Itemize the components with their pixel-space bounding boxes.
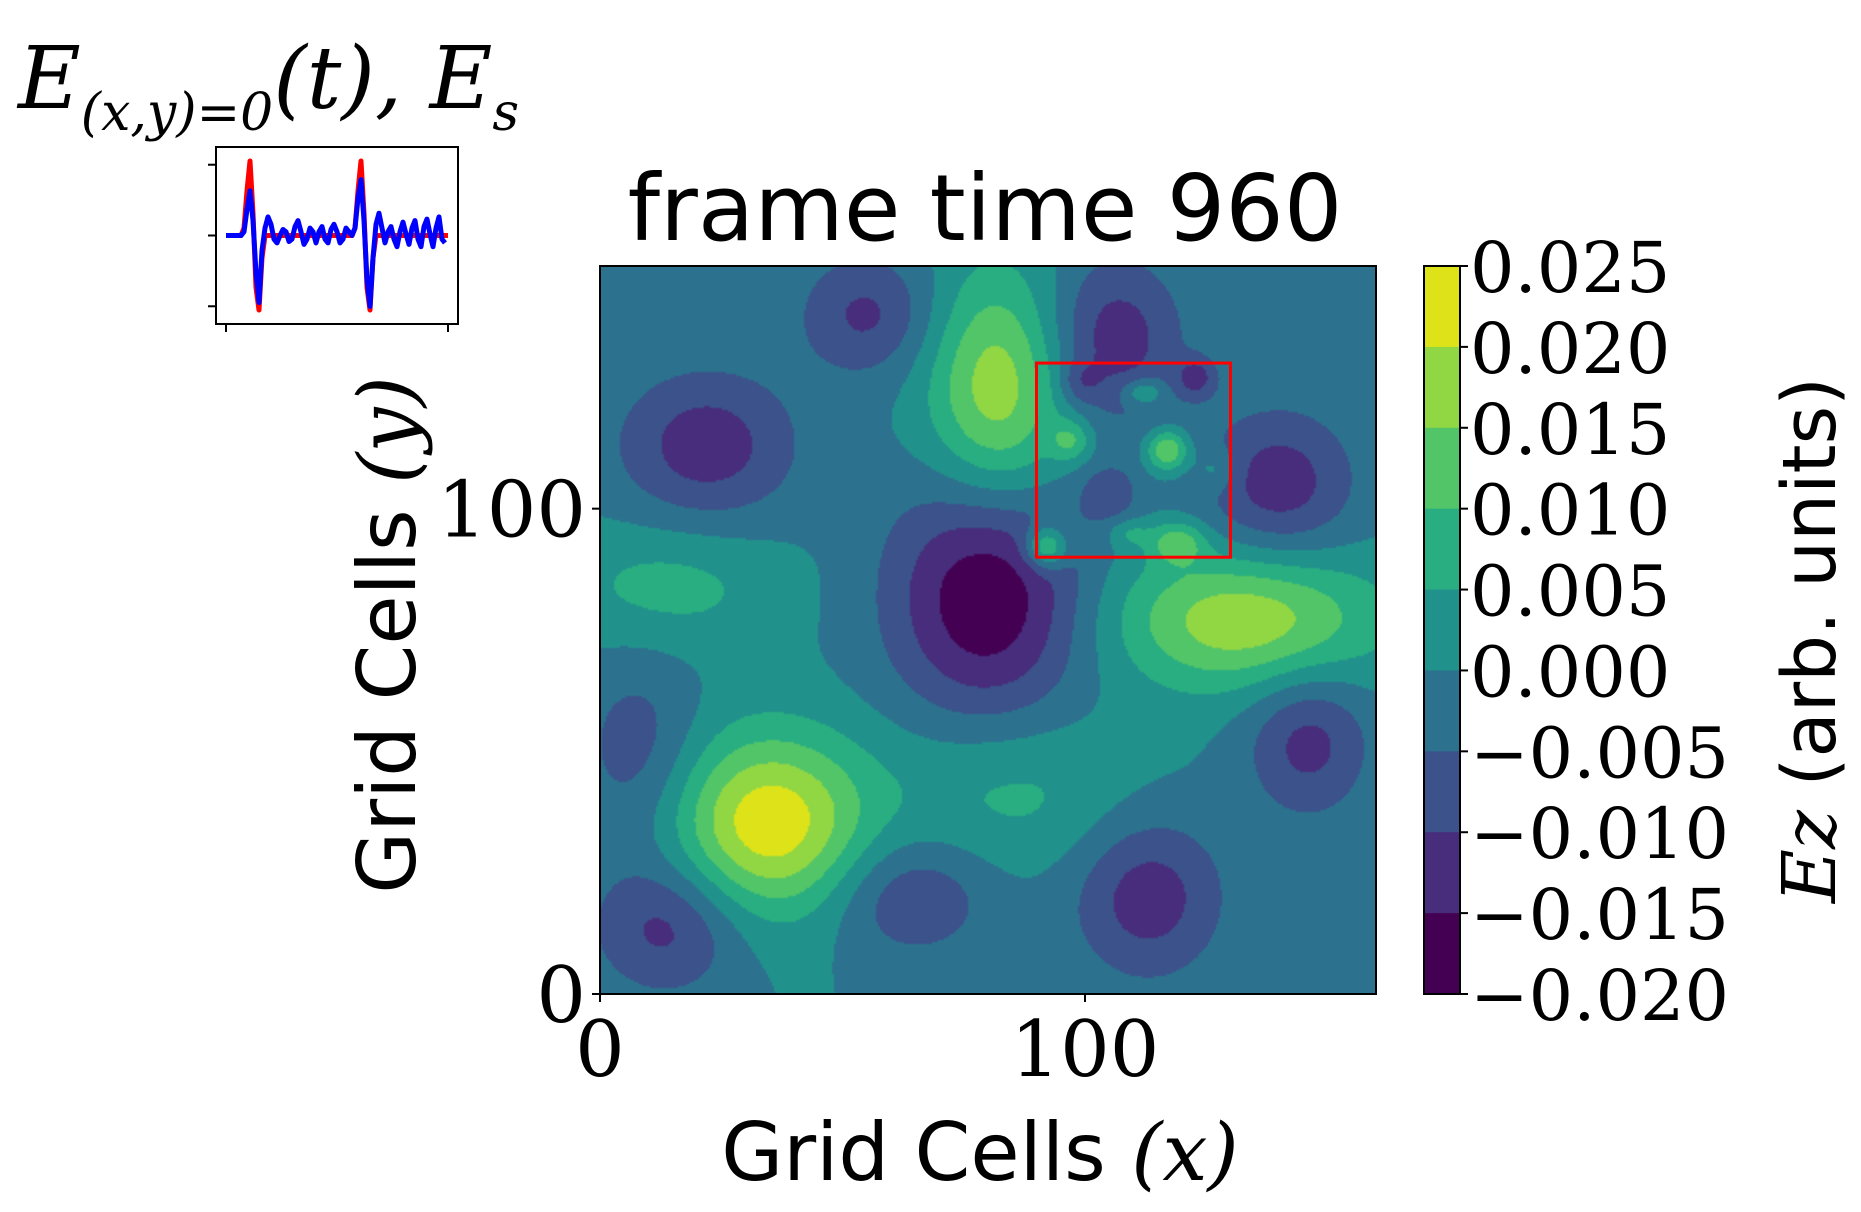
colorbar-tick-label-9: −0.020 (1470, 955, 1729, 1037)
x-axis-label: Grid Cells (x) (721, 1106, 1239, 1199)
heatmap-image (600, 266, 1376, 994)
colorbar-tick-label-2: 0.015 (1470, 389, 1670, 471)
inset-title-main: E (16, 29, 81, 129)
colorbar-tick-label-7: −0.010 (1470, 793, 1729, 875)
colorbar-tick-label-8: −0.015 (1470, 874, 1729, 956)
colorbar-frame (1423, 265, 1461, 995)
y-tick-label-0: 0 (536, 951, 586, 1041)
x-tick-label-0: 0 (575, 1005, 625, 1095)
highlight-box (1035, 361, 1232, 559)
colorbar-band-6 (1424, 751, 1460, 833)
chart-title: frame time 960 (628, 155, 1343, 262)
plot-frame (599, 265, 1377, 995)
colorbar-label: Ez (arb. units) (1767, 377, 1853, 905)
colorbar-band-7 (1424, 832, 1460, 914)
colorbar-band-4 (1424, 589, 1460, 671)
inset-series-line-1 (226, 177, 447, 309)
colorbar-band-3 (1424, 508, 1460, 591)
colorbar-band-2 (1424, 427, 1460, 510)
colorbar-band-5 (1424, 670, 1460, 752)
colorbar-band-1 (1424, 346, 1460, 429)
inset-title: E(x,y)=0(t), Es (16, 29, 519, 143)
inset-plot (208, 146, 459, 332)
y-axis-label: Grid Cells (y) (341, 376, 434, 894)
x-tick-label-1: 100 (1011, 1005, 1160, 1095)
colorbar-band-8 (1424, 913, 1460, 995)
colorbar-band-0 (1424, 266, 1460, 348)
inset-title-sub: (x,y)=0 (81, 83, 273, 143)
colorbar-tick-label-3: 0.010 (1470, 470, 1670, 552)
colorbar-tick-label-5: 0.000 (1470, 631, 1670, 713)
colorbar-tick-label-1: 0.020 (1470, 308, 1670, 390)
colorbar-tick-label-4: 0.005 (1470, 551, 1670, 633)
colorbar-tick-label-0: 0.025 (1470, 227, 1670, 309)
y-tick-label-1: 100 (437, 466, 586, 556)
heatmap-plot: 0 100 0 100 (437, 265, 1377, 1095)
colorbar-tick-label-6: −0.005 (1470, 712, 1729, 794)
colorbar: 0.0250.0200.0150.0100.0050.000−0.005−0.0… (1423, 227, 1729, 1037)
inset-title-rest: (t), E (273, 29, 492, 129)
inset-title-sub2: s (492, 83, 519, 143)
